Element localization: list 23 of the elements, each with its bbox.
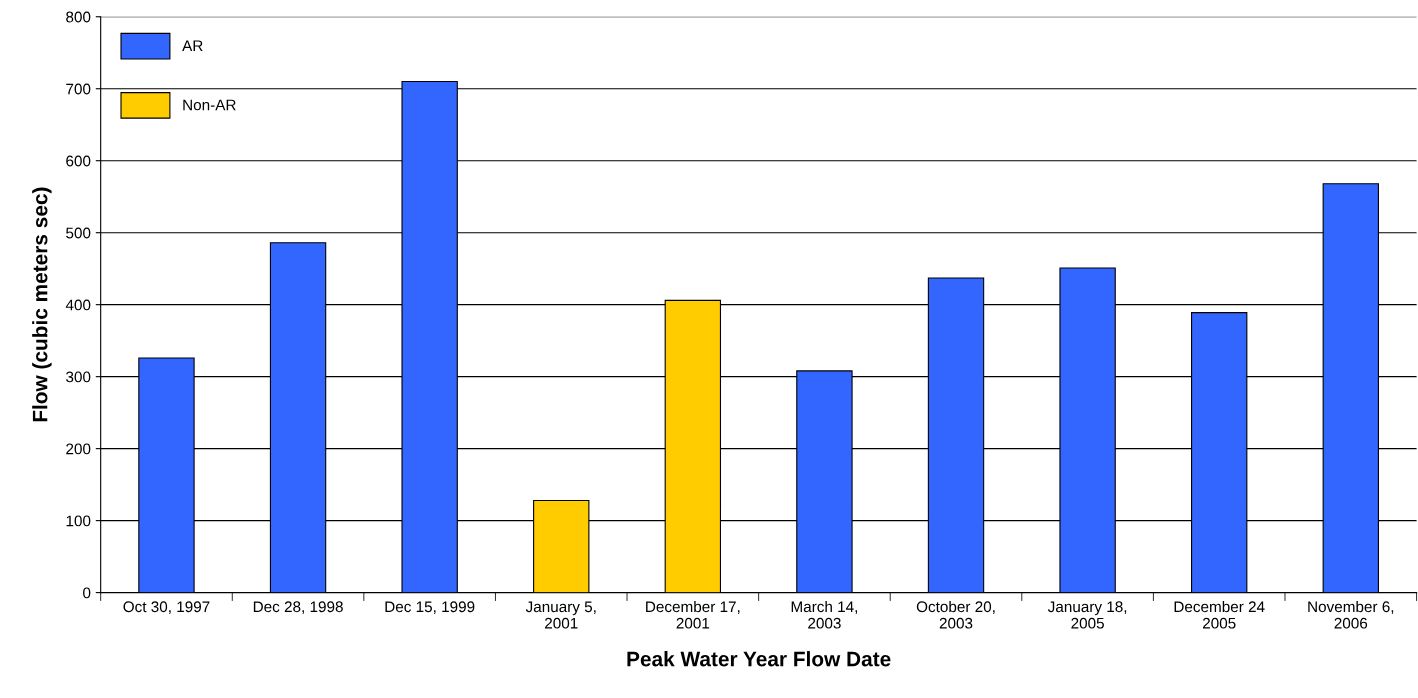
x-tick-label: December 24 2005 [1174,600,1265,629]
legend-label: Non-AR [183,99,236,111]
x-tick-label: December 17, 2001 [646,600,740,629]
y-tick-label: 400 [65,299,91,311]
x-tick-label: January 5, 2001 [525,601,596,629]
y-tick-label: 0 [83,587,91,599]
y-tick-label: 800 [66,11,91,23]
x-axis-title: Peak Water Year Flow Date [627,651,891,667]
y-tick-label: 500 [66,227,91,239]
y-tick-label: 700 [66,83,91,95]
x-tick-label: Dec 28, 1998 [253,601,343,614]
x-tick-label: March 14, 2003 [791,600,858,629]
x-tick-label: Dec 15, 1999 [385,601,475,614]
x-tick-label: October 20, 2003 [916,600,995,629]
legend-label: AR [182,40,203,51]
y-tick-label: 600 [66,155,91,167]
y-axis-title: Flow (cubic meters sec) [32,187,52,422]
x-tick-label: January 18, 2005 [1047,601,1127,629]
y-tick-label: 100 [66,515,91,527]
y-tick-label: 300 [66,371,91,383]
x-tick-label: November 6, 2006 [1308,600,1394,629]
x-tick-label: Oct 30, 1997 [123,601,210,614]
y-tick-label: 200 [66,443,91,455]
